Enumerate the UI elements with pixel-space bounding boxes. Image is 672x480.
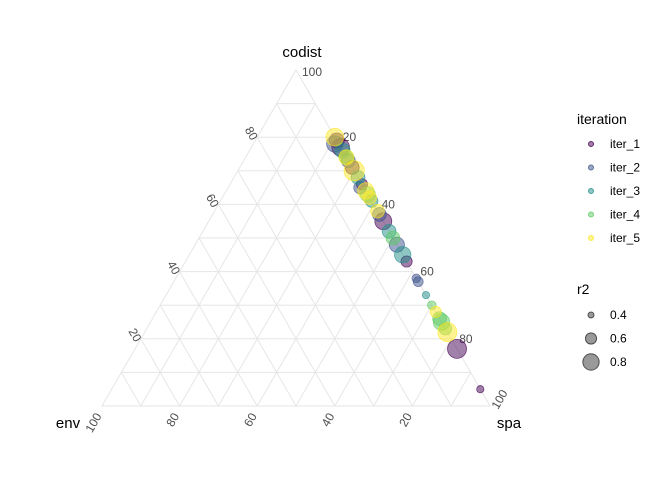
legend-size-label: 0.4 — [610, 308, 627, 322]
ternary-points — [325, 127, 485, 394]
point-iter_1 — [476, 385, 485, 394]
legend-key-iter_4 — [588, 211, 594, 218]
point-iter_5 — [343, 160, 365, 182]
grid-line-env — [140, 338, 181, 407]
grid-line-env — [120, 372, 142, 407]
grid-line-env — [276, 103, 452, 407]
legend-label-iter_3: iter_3 — [610, 184, 640, 198]
tick-label-env: 60 — [241, 410, 260, 429]
point-iter_1 — [447, 338, 467, 359]
tick-label-env: 80 — [163, 410, 182, 429]
point-iter_3 — [394, 246, 412, 264]
grid-line-spa — [217, 170, 355, 407]
axis-title-spa: spa — [497, 415, 522, 432]
point-iter_5 — [370, 203, 385, 219]
legend-size-label: 0.8 — [610, 355, 627, 369]
tick-label-codist: 20 — [126, 326, 145, 345]
legend-size-key — [582, 353, 600, 371]
tick-label-codist: 60 — [203, 191, 222, 210]
legend-label-iter_1: iter_1 — [610, 137, 640, 151]
tick-label-spa: 60 — [420, 265, 434, 279]
point-iter_4 — [385, 230, 401, 246]
point-iter_3 — [421, 291, 431, 300]
grid-line-env — [179, 271, 258, 407]
grid-line-spa — [373, 304, 433, 407]
grid-line-spa — [450, 372, 472, 407]
tick-label-codist: 80 — [242, 124, 261, 143]
point-iter_5 — [362, 190, 378, 205]
grid-line-spa — [334, 271, 413, 407]
legend-label-iter_5: iter_5 — [610, 231, 640, 245]
ternary-grid — [101, 69, 491, 407]
legend-key-iter_1 — [588, 141, 594, 147]
grid-line-env — [159, 304, 219, 407]
legend-r2-title: r2 — [577, 281, 590, 297]
axis-title-env: env — [56, 415, 81, 432]
legend-size-key — [587, 311, 595, 319]
legend-key-iter_3 — [588, 188, 594, 194]
tick-label-codist: 40 — [164, 259, 183, 278]
legend-key-iter_2 — [588, 164, 594, 171]
tick-label-env: 20 — [396, 410, 415, 429]
tick-label-env: 40 — [319, 410, 338, 429]
tick-label-spa: 40 — [382, 197, 396, 211]
grid-line-spa — [411, 338, 452, 407]
legend-label-iter_4: iter_4 — [610, 208, 640, 222]
grid-line-env — [198, 237, 297, 407]
point-iter_5 — [429, 305, 442, 318]
legend-r2: r2 0.4 0.6 0.8 — [577, 281, 627, 371]
point-iter_2 — [412, 276, 424, 288]
tick-label-env: 100 — [82, 410, 104, 435]
legend-key-iter_5 — [588, 235, 594, 241]
legend-size-key — [584, 332, 598, 345]
legend-label-iter_2: iter_2 — [610, 161, 640, 175]
point-iter_5 — [325, 127, 345, 147]
grid-line-env — [237, 170, 375, 407]
tick-label-codist: 100 — [302, 65, 322, 79]
tick-label-spa: 100 — [488, 387, 510, 412]
legend-iteration: iteration iter_1 iter_2 iter_3 iter_4 iter_5 — [577, 111, 640, 245]
legend-iteration-title: iteration — [577, 111, 627, 127]
grid-line-spa — [295, 237, 394, 407]
axis-title-codist: codist — [282, 44, 322, 61]
legend-size-label: 0.6 — [610, 332, 627, 346]
point-iter_5 — [437, 322, 458, 342]
grid-line-spa — [140, 103, 316, 407]
